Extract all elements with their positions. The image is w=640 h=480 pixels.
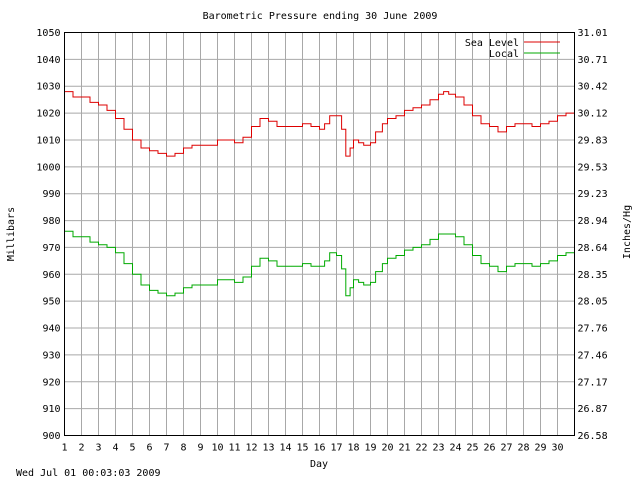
y2-tick-label: 28.64 — [578, 243, 608, 254]
plot-frame — [64, 32, 575, 436]
y-tick-label: 1040 — [36, 55, 60, 66]
y2-tick-label: 27.46 — [578, 350, 608, 361]
y-axis-ticks: 900 910 920 930 940 950 960 970 980 990 1000 1010 10… — [36, 28, 60, 442]
y-tick-label: 900 — [42, 431, 60, 442]
x-tick-label: 21 — [398, 443, 410, 454]
y-tick-label: 1030 — [36, 82, 60, 93]
x-tick-label: 4 — [112, 443, 118, 454]
y2-tick-label: 30.42 — [578, 82, 608, 93]
x-tick-label: 11 — [228, 443, 240, 454]
y-tick-label: 1050 — [36, 28, 60, 39]
series-lines — [64, 91, 575, 297]
y2-tick-label: 29.83 — [578, 135, 608, 146]
series-line-local — [64, 230, 575, 297]
x-tick-label: 19 — [364, 443, 376, 454]
x-tick-label: 3 — [95, 443, 101, 454]
x-tick-label: 13 — [262, 443, 274, 454]
x-tick-label: 2 — [78, 443, 84, 454]
x-tick-label: 16 — [313, 443, 325, 454]
y-tick-label: 970 — [42, 243, 60, 254]
y-tick-label: 910 — [42, 404, 60, 415]
y-tick-label: 1000 — [36, 162, 60, 173]
legend-label-sea-level: Sea Level — [465, 38, 519, 49]
x-axis-ticks: 1 2 3 4 5 6 7 8 9 10 11 12 13 14 15 16 17 18 19 20 21 22 23 24 2… — [61, 443, 563, 454]
chart-title: Barometric Pressure ending 30 June 2009 — [203, 11, 438, 22]
series-line-sea-level — [64, 91, 575, 157]
timestamp-footer: Wed Jul 01 00:03:03 2009 — [16, 468, 161, 479]
x-tick-label: 10 — [211, 443, 223, 454]
y-tick-label: 1020 — [36, 109, 60, 120]
x-tick-label: 15 — [296, 443, 308, 454]
legend: Sea Level Local — [465, 38, 560, 60]
y2-tick-label: 29.23 — [578, 189, 608, 200]
y2-axis-label: Inches/Hg — [622, 205, 633, 259]
y2-tick-label: 30.71 — [578, 55, 608, 66]
y2-tick-label: 26.58 — [578, 431, 608, 442]
x-tick-label: 9 — [197, 443, 203, 454]
y2-tick-label: 28.35 — [578, 270, 608, 281]
y-tick-label: 930 — [42, 350, 60, 361]
y-tick-label: 990 — [42, 189, 60, 200]
y-tick-label: 950 — [42, 297, 60, 308]
x-tick-label: 22 — [415, 443, 427, 454]
y2-tick-label: 27.17 — [578, 377, 608, 388]
x-tick-label: 18 — [347, 443, 359, 454]
y2-axis-ticks: 26.58 26.87 27.17 27.46 27.76 28.05 28.35 28.64… — [578, 28, 608, 442]
x-tick-label: 8 — [180, 443, 186, 454]
y2-tick-label: 28.05 — [578, 297, 608, 308]
y-axis-label: Millibars — [6, 207, 17, 261]
y2-tick-label: 31.01 — [578, 28, 608, 39]
x-tick-label: 5 — [129, 443, 135, 454]
x-tick-label: 12 — [245, 443, 257, 454]
y-tick-label: 940 — [42, 324, 60, 335]
x-axis-label: Day — [310, 459, 328, 470]
x-tick-label: 26 — [483, 443, 495, 454]
x-tick-label: 14 — [279, 443, 291, 454]
legend-label-local: Local — [489, 49, 519, 60]
x-tick-label: 28 — [517, 443, 529, 454]
x-tick-label: 25 — [466, 443, 478, 454]
x-tick-label: 17 — [330, 443, 342, 454]
y-tick-label: 960 — [42, 270, 60, 281]
x-tick-label: 23 — [432, 443, 444, 454]
x-tick-label: 1 — [61, 443, 67, 454]
x-tick-label: 30 — [551, 443, 563, 454]
x-tick-label: 29 — [534, 443, 546, 454]
y-tick-label: 980 — [42, 216, 60, 227]
y2-tick-label: 28.94 — [578, 216, 608, 227]
y2-tick-label: 29.53 — [578, 162, 608, 173]
x-tick-label: 6 — [146, 443, 152, 454]
x-tick-label: 20 — [381, 443, 393, 454]
x-tick-label: 7 — [163, 443, 169, 454]
y2-tick-label: 27.76 — [578, 324, 608, 335]
y-tick-label: 920 — [42, 377, 60, 388]
y2-tick-label: 26.87 — [578, 404, 608, 415]
x-tick-label: 27 — [500, 443, 512, 454]
y2-tick-label: 30.12 — [578, 109, 608, 120]
x-tick-label: 24 — [449, 443, 461, 454]
y-tick-label: 1010 — [36, 135, 60, 146]
grid — [64, 32, 575, 436]
